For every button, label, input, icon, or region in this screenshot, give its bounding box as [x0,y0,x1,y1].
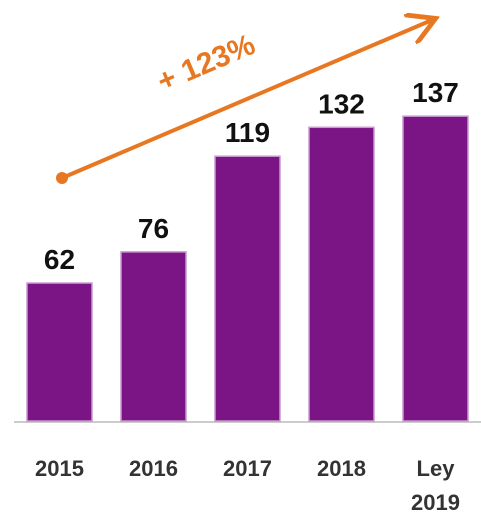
bar [26,282,93,422]
bar [214,155,281,422]
x-tick-label: 2016 [129,456,178,481]
value-label: 119 [225,117,270,148]
bar [308,126,375,422]
x-tick-label: 2015 [35,456,84,481]
value-label: 76 [138,213,169,244]
x-tick-label: Ley 2019 [411,456,460,515]
x-tick-label: 2018 [317,456,366,481]
value-label: 62 [44,244,75,275]
bar [402,115,469,422]
annotation: + 123% [153,28,260,98]
trend-arrow [61,20,432,180]
value-label: 132 [318,88,365,119]
x-tick-label: 2017 [223,456,272,481]
bar [120,251,187,422]
value-label: 137 [412,77,459,108]
arrow-start [56,172,68,184]
